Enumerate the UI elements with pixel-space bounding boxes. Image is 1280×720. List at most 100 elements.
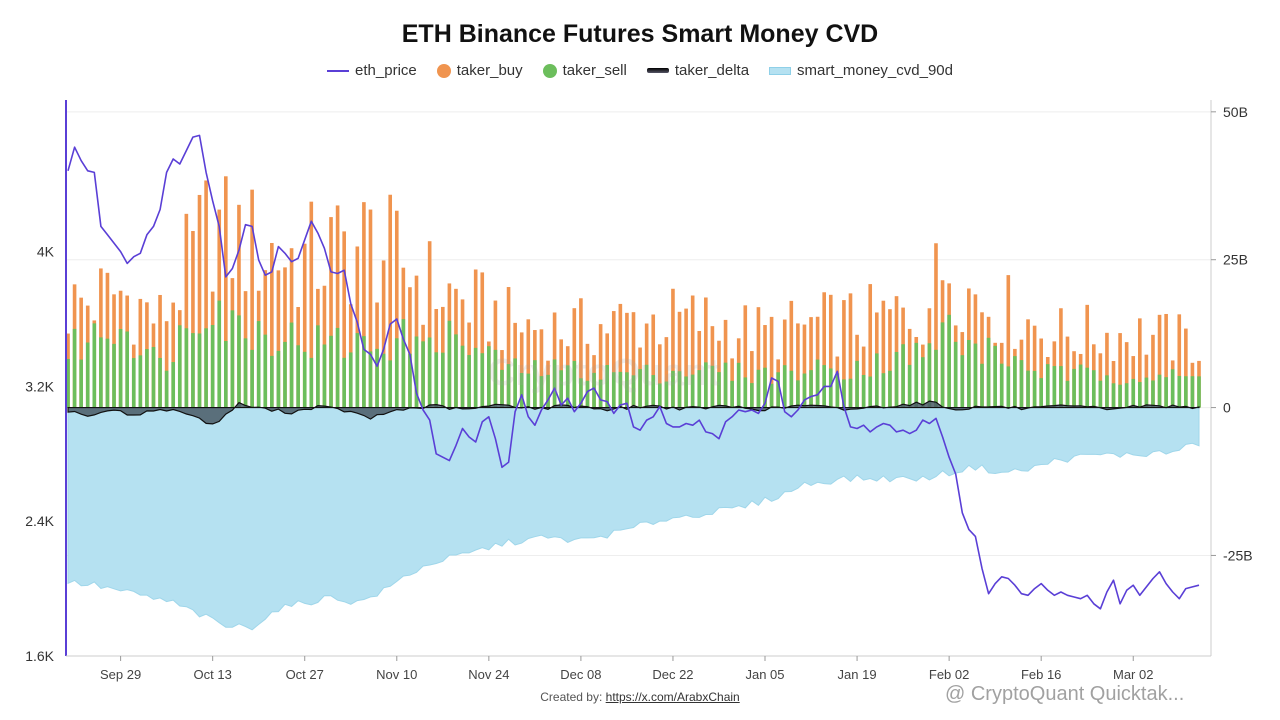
taker-sell-bar	[131, 358, 136, 408]
taker-buy-bar	[809, 317, 813, 408]
taker-buy-bar	[539, 329, 544, 408]
taker-sell-bar	[533, 360, 537, 408]
taker-buy-bar	[270, 242, 274, 408]
legend-label-eth-price: eth_price	[355, 62, 417, 79]
taker-sell-bar	[796, 380, 800, 408]
taker-sell-bar	[585, 380, 590, 408]
legend-item-taker-buy[interactable]: taker_buy	[436, 62, 523, 79]
taker-sell-bar	[237, 315, 241, 408]
cvd-area-layer	[67, 407, 1200, 631]
taker-sell-bar	[145, 349, 149, 408]
taker-sell-bar	[842, 379, 846, 408]
taker-buy-bar	[1138, 318, 1142, 408]
taker-buy-bar	[802, 324, 807, 408]
taker-sell-bar	[1085, 367, 1090, 408]
taker-sell-bar	[355, 333, 360, 408]
taker-buy-bar	[671, 288, 675, 408]
legend-swatch-taker-buy	[436, 63, 451, 78]
taker-buy-bar	[1157, 314, 1162, 408]
taker-sell-bar	[967, 340, 971, 408]
taker-sell-bar	[434, 352, 439, 408]
taker-buy-bar	[473, 269, 478, 408]
taker-sell-bar	[1105, 375, 1109, 408]
left-axis-tick-label: 2.4K	[25, 513, 54, 529]
right-axis-tick-label: 25B	[1223, 252, 1248, 268]
credit-link[interactable]: https://x.com/ArabxChain	[605, 690, 740, 704]
taker-sell-bar	[881, 373, 886, 408]
taker-sell-bar	[243, 338, 248, 408]
x-axis-tick-label: Oct 13	[194, 667, 232, 682]
taker-sell-bar	[283, 341, 287, 408]
taker-sell-bar	[736, 362, 741, 408]
taker-buy-bar	[704, 297, 708, 408]
taker-sell-bar	[263, 334, 268, 408]
delta-layer	[67, 400, 1200, 425]
taker-sell-bar	[697, 370, 702, 408]
credit-line: Created by: https://x.com/ArabxChain	[0, 690, 1280, 704]
taker-sell-bar	[204, 328, 208, 408]
taker-sell-bar	[894, 351, 899, 408]
taker-buy-bar	[934, 243, 938, 408]
taker-sell-bar	[671, 370, 675, 408]
taker-sell-bar	[631, 375, 636, 408]
taker-buy-bar	[408, 287, 412, 408]
taker-sell-bar	[1131, 378, 1136, 408]
taker-sell-bar	[973, 343, 978, 408]
taker-sell-bar	[664, 381, 669, 408]
taker-sell-bar	[756, 369, 761, 408]
taker-sell-bar	[947, 314, 951, 408]
price-line-layer	[67, 134, 1200, 610]
taker-sell-bar	[230, 310, 235, 408]
taker-sell-bar	[874, 353, 879, 408]
taker-sell-bar	[934, 349, 938, 408]
taker-buy-bar	[743, 305, 748, 408]
taker-sell-bar	[1091, 370, 1096, 408]
taker-sell-bar	[1144, 377, 1149, 408]
taker-buy-bar	[763, 325, 767, 408]
taker-buy-bar	[684, 308, 688, 408]
taker-sell-bar	[980, 363, 984, 408]
taker-buy-bar	[388, 194, 393, 408]
taker-sell-bar	[782, 365, 787, 408]
legend-item-smart-money-cvd[interactable]: smart_money_cvd_90d	[769, 62, 953, 79]
taker-sell-bar	[348, 352, 353, 408]
legend-item-taker-sell[interactable]: taker_sell	[542, 62, 627, 79]
legend-item-taker-delta[interactable]: taker_delta	[646, 62, 749, 79]
taker-sell-bar	[177, 325, 182, 408]
legend-swatch-smart-money-cvd	[769, 66, 792, 75]
taker-buy-bar	[1039, 338, 1043, 408]
taker-sell-bar	[138, 355, 143, 408]
taker-sell-bar	[921, 357, 925, 408]
taker-sell-bar	[171, 362, 176, 408]
taker-sell-bar	[861, 374, 866, 408]
taker-sell-bar	[487, 346, 491, 408]
taker-sell-bar	[789, 370, 794, 408]
taker-buy-bar	[250, 189, 254, 408]
taker-sell-bar	[986, 337, 991, 408]
taker-sell-bar	[1045, 364, 1050, 408]
taker-sell-bar	[1072, 368, 1076, 408]
right-axis-tick-label: 50B	[1223, 104, 1248, 120]
taker-sell-bar	[316, 325, 320, 408]
taker-sell-bar	[112, 343, 116, 408]
taker-buy-bar	[690, 295, 695, 408]
legend: eth_price taker_buy taker_sell taker_del…	[0, 62, 1280, 79]
taker-sell-bar	[480, 353, 485, 408]
credit-prefix: Created by:	[540, 690, 603, 704]
taker-sell-bar	[1190, 376, 1195, 408]
taker-buy-bar	[769, 316, 774, 408]
taker-sell-bar	[1138, 382, 1142, 408]
taker-buy-bar	[796, 323, 800, 408]
taker-sell-bar	[191, 333, 195, 408]
x-axis-tick-label: Mar 02	[1113, 667, 1153, 682]
taker-sell-bar	[440, 352, 445, 408]
taker-sell-bar	[539, 376, 544, 408]
taker-buy-bar	[197, 194, 202, 408]
taker-buy-bar	[881, 300, 886, 408]
legend-item-eth-price[interactable]: eth_price	[327, 62, 417, 79]
taker-sell-bar	[72, 328, 77, 408]
taker-sell-bar	[519, 372, 524, 408]
taker-buy-bar	[894, 296, 899, 408]
left-axis-tick-label: 1.6K	[25, 648, 54, 664]
